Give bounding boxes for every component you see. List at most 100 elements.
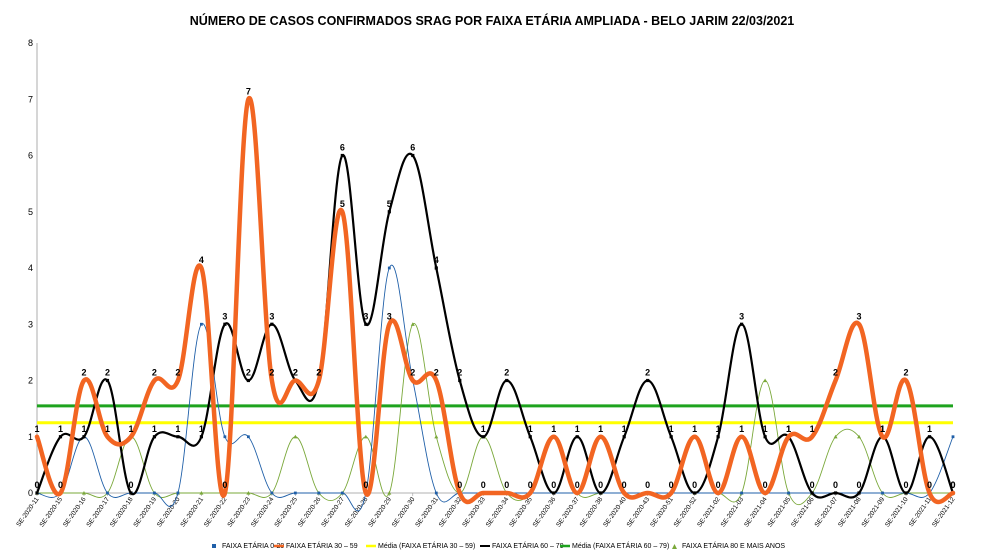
data-point [82,435,86,439]
x-tick-label: SE-2021-04 [743,496,769,529]
legend-swatch [672,544,677,549]
y-tick-label: 0 [28,488,33,498]
data-label: 0 [457,480,462,490]
data-point [528,435,532,439]
data-label: 0 [504,480,509,490]
data-point [341,210,344,213]
data-point [622,435,626,439]
data-label: 4 [434,255,439,265]
data-label: 2 [81,368,86,378]
data-label: 0 [645,480,650,490]
x-tick-label: SE-2020-11 [15,496,41,528]
data-point [951,435,955,439]
legend-item: FAIXA ETÁRIA 0-29 [212,541,284,550]
data-label: 2 [316,368,321,378]
data-label: 0 [622,480,627,490]
data-label: 1 [199,424,204,434]
data-label: 0 [363,480,368,490]
data-point [928,491,931,495]
data-label: 3 [222,311,227,321]
x-tick-label: SE-2021-03 [720,496,746,529]
data-label: 2 [105,368,110,378]
data-label: 1 [598,424,603,434]
x-tick-label: SE-2020-38 [579,496,605,529]
data-label: 1 [810,424,815,434]
data-label: 0 [128,480,133,490]
data-point [294,379,297,382]
series-line-3 [35,152,955,499]
data-point [434,491,438,495]
data-point [223,322,227,326]
data-label: 0 [927,480,932,490]
legend-label: FAIXA ETÁRIA 60 – 79 [492,541,564,550]
x-tick-label: SE-2020-34 [485,496,511,529]
y-tick-label: 3 [28,319,33,329]
data-point [153,379,156,382]
data-label: 2 [293,368,298,378]
data-point [669,491,673,495]
data-point [857,434,862,439]
x-tick-label: SE-2020-28 [344,496,370,529]
data-point [904,491,908,495]
data-point [152,435,157,439]
legend-item: FAIXA ETÁRIA 60 – 79 [480,541,564,550]
x-tick-label: SE-2021-09 [861,496,887,529]
data-point [293,434,298,439]
legend-item: FAIXA ETÁRIA 80 E MAIS ANOS [672,541,785,550]
data-label: 1 [481,424,486,434]
data-point [270,491,274,495]
data-point [106,435,109,438]
x-tick-label: SE-2020-26 [297,496,323,529]
data-point [529,491,532,495]
data-point [763,435,767,439]
x-tick-label: SE-2020-17 [85,496,111,529]
data-label: 0 [810,480,815,490]
x-tick-label: SE-2020-37 [555,496,581,529]
data-point [505,491,508,495]
data-point [293,491,297,495]
data-point [363,434,368,439]
y-tick-label: 1 [28,432,33,442]
x-tick-label: SE-2021-10 [884,496,910,529]
data-label: 1 [692,424,697,434]
data-label: 2 [269,368,274,378]
x-tick-label: SE-2020-52 [673,496,699,529]
legend-label: FAIXA ETÁRIA 30 – 59 [286,541,358,550]
data-point [434,266,438,270]
x-tick-label: SE-2020-24 [250,496,276,529]
x-tick-label: SE-2020-36 [532,496,558,529]
data-point [410,322,415,326]
data-labels: 1 0 2 1 1 2 2 4 0 7 2 2 2 5 0 3 2 2 0 0 0 0 1 0 1 0 0 0 1 0 1 0 1 1 2 3 1 2 0 0… [34,86,955,490]
x-tick-label: SE-2020-27 [320,496,346,529]
data-point [904,379,908,382]
data-label: 1 [786,424,791,434]
data-label: 0 [904,480,909,490]
data-point [223,491,227,495]
data-label: 7 [246,86,251,96]
data-point [388,323,391,326]
data-point [35,491,39,495]
data-label: 1 [763,424,768,434]
data-point [857,491,861,495]
data-label: 1 [716,424,721,434]
data-point [106,491,109,495]
x-tick-label: SE-2020-43 [626,496,652,529]
x-tick-label: SE-2020-16 [62,496,88,529]
data-label: 2 [434,368,439,378]
data-point [200,266,203,270]
x-tick-label: SE-2021-11 [908,496,934,528]
y-tick-label: 7 [28,94,33,104]
data-point [434,434,439,439]
data-point [716,491,720,495]
x-tick-label: SE-2020-18 [109,496,135,529]
data-label: 2 [246,368,251,378]
data-point [552,435,555,438]
data-label: 5 [387,199,392,209]
data-point [810,435,814,438]
data-label: 4 [199,255,204,265]
legend-item: Média (FAIXA ETÁRIA 30 – 59) [366,541,475,550]
data-label: 2 [293,368,298,378]
legend-item: Média (FAIXA ETÁRIA 60 – 79) [560,541,669,550]
data-point [247,98,250,101]
data-point [411,153,415,158]
